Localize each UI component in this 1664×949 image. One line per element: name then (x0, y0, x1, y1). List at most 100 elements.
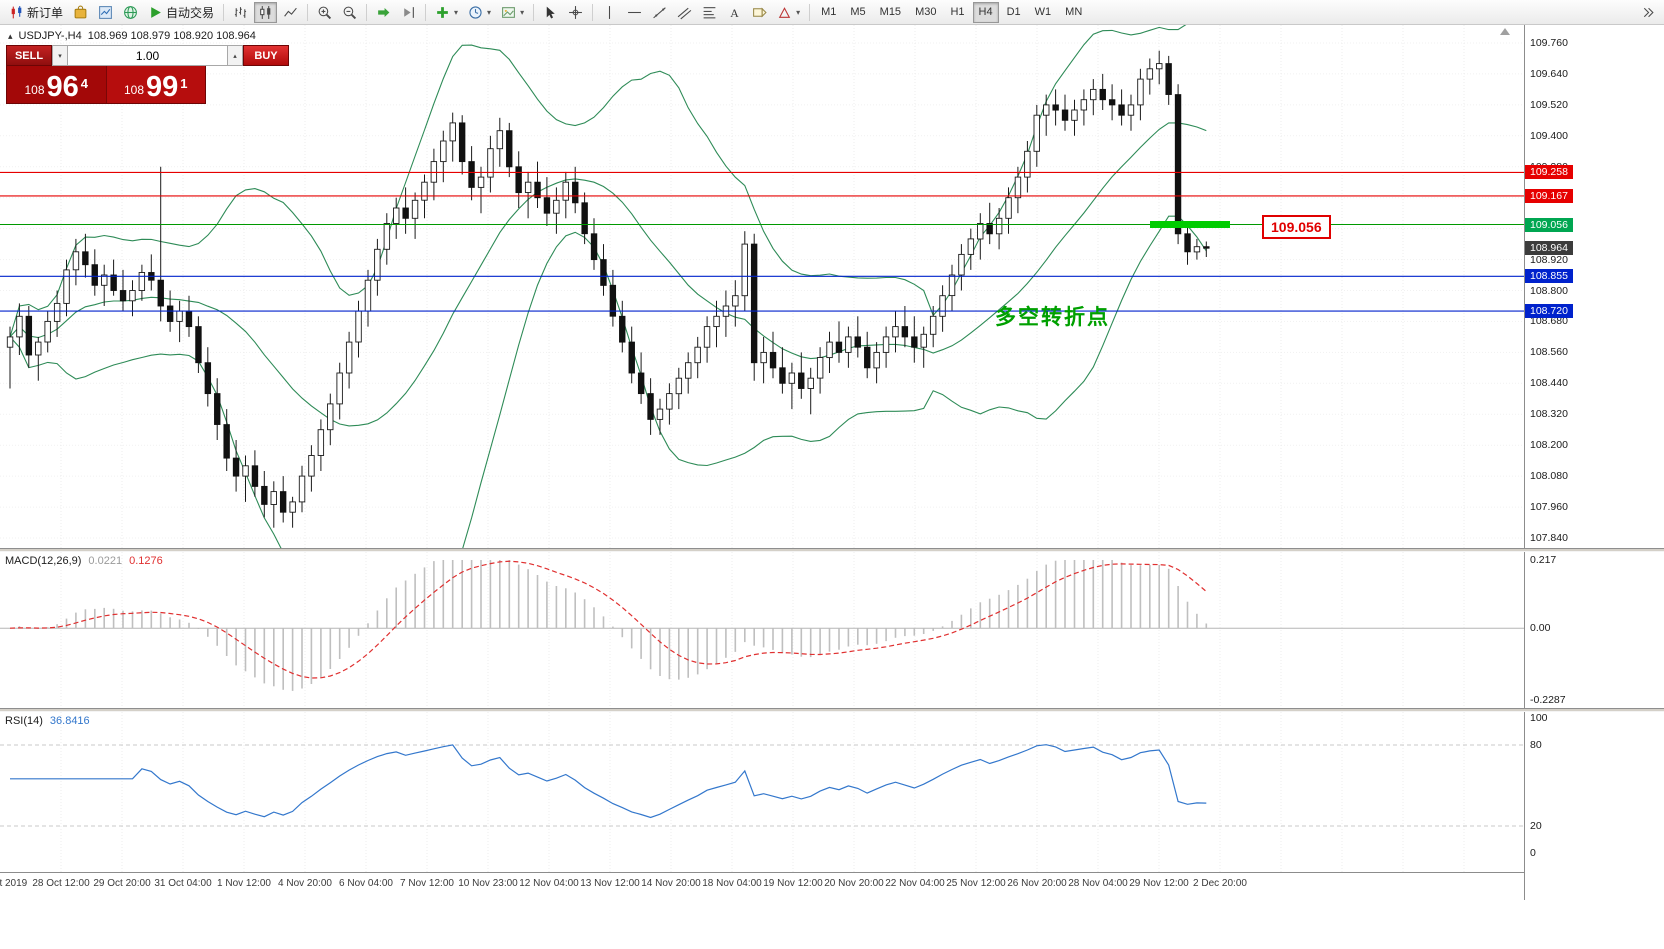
timeframe-mn-button[interactable]: MN (1059, 2, 1088, 23)
timeframe-m15-button-label: M15 (879, 6, 902, 18)
text-button[interactable]: A (723, 2, 746, 23)
timeframe-m1-button[interactable]: M1 (815, 2, 842, 23)
toolbar: 新订单 自动交易 ▾ ▾ ▾ A ▾ M1 M5 M15 M30 H1 H4 D1 W1 MN (0, 0, 1664, 25)
macd-indicator-label: MACD(12,26,9) 0.0221 0.1276 (5, 555, 163, 567)
macd-axis-label: 0.00 (1530, 622, 1551, 634)
toolbar-separator (366, 3, 368, 21)
vertical-line-button[interactable] (598, 2, 621, 23)
toolbar-separator (592, 3, 594, 21)
timeframe-h1-button-label: H1 (950, 6, 965, 18)
auto-scroll-icon (376, 5, 391, 20)
time-axis-label: 29 Oct 20:00 (93, 878, 151, 889)
price-axis-label: 108.680 (1530, 315, 1568, 327)
sell-price-big: 96 (46, 71, 79, 104)
macd-indicator-panel[interactable]: MACD(12,26,9) 0.0221 0.1276 (0, 552, 1524, 708)
price-axis-label: 108.920 (1530, 254, 1568, 266)
zoom-in-button[interactable] (313, 2, 336, 23)
dropdown-arrow-icon: ▾ (454, 7, 459, 17)
panel-splitter[interactable] (0, 708, 1664, 712)
fibonacci-button[interactable] (698, 2, 721, 23)
zoom-out-icon (342, 5, 357, 20)
timeframe-h1-button[interactable]: H1 (944, 2, 970, 23)
timeframe-w1-button[interactable]: W1 (1029, 2, 1058, 23)
time-axis-label: 31 Oct 04:00 (154, 878, 212, 889)
signals-button[interactable] (94, 2, 117, 23)
price-line-badge: 109.056 (1525, 218, 1573, 232)
volume-decrease-button[interactable]: ▾ (52, 45, 68, 66)
sell-price[interactable]: 108 96 4 (7, 66, 107, 103)
toolbar-separator (223, 3, 225, 21)
cursor-button[interactable] (539, 2, 562, 23)
auto-trading-button[interactable]: 自动交易 (144, 2, 218, 23)
sell-button[interactable]: SELL (6, 45, 52, 66)
macd-axis-label: 0.217 (1530, 554, 1557, 566)
price-axis-label: 108.440 (1530, 377, 1568, 389)
horizontal-line-button[interactable] (623, 2, 646, 23)
price-axis-label: 109.400 (1530, 130, 1568, 142)
buy-button[interactable]: BUY (243, 45, 289, 66)
templates-button[interactable]: ▾ (497, 2, 528, 23)
price-axis-label: 108.200 (1530, 439, 1568, 451)
timeframe-h4-button[interactable]: H4 (972, 1, 999, 23)
timeframe-m30-button-label: M30 (915, 6, 937, 18)
timeframe-d1-button[interactable]: D1 (1001, 2, 1027, 23)
chart-shift-icon (401, 5, 416, 20)
price-axis-label: 108.800 (1530, 285, 1568, 297)
timeframe-h4-button-label: H4 (978, 6, 993, 18)
price-axis-label: 109.760 (1530, 37, 1568, 49)
cursor-icon (543, 5, 558, 20)
chart-annotation-text: 多空转折点 (995, 306, 1110, 329)
buy-price[interactable]: 108 99 1 (106, 66, 205, 103)
time-axis-label: 19 Nov 12:00 (763, 878, 823, 889)
timeframe-m15-button[interactable]: M15 (874, 2, 907, 23)
candlestick-chart-button[interactable] (254, 1, 278, 23)
signals-icon (98, 5, 113, 20)
bar-chart-button[interactable] (229, 2, 252, 23)
new-order-button[interactable]: 新订单 (5, 2, 67, 23)
price-line-badge: 108.720 (1525, 304, 1573, 318)
one-click-panel-toggle[interactable]: ▴ (8, 30, 13, 41)
macd-name: MACD(12,26,9) (5, 555, 82, 567)
volume-input[interactable] (68, 45, 227, 66)
channel-button[interactable] (673, 2, 696, 23)
timeframe-m5-button[interactable]: M5 (844, 2, 871, 23)
toolbar-overflow-button[interactable] (1636, 2, 1659, 23)
new-order-button-label: 新订单 (27, 5, 64, 20)
community-button[interactable] (119, 2, 142, 23)
time-axis-label: 18 Nov 04:00 (702, 878, 762, 889)
zoom-out-button[interactable] (338, 2, 361, 23)
ohlc-values-label: 108.969 108.979 108.920 108.964 (87, 30, 256, 42)
time-axis-label: 20 Nov 20:00 (824, 878, 884, 889)
candlestick-chart (0, 25, 1524, 548)
time-axis-label: 22 Nov 04:00 (885, 878, 945, 889)
time-axis-label: 2 Dec 20:00 (1193, 878, 1247, 889)
periods-button[interactable]: ▾ (464, 2, 495, 23)
auto-trading-button-label: 自动交易 (166, 5, 215, 20)
sell-price-sup: 4 (80, 76, 89, 91)
chart-shift-button[interactable] (397, 2, 420, 23)
rsi-chart (0, 712, 1524, 872)
trendline-button[interactable] (648, 2, 671, 23)
indicators-button[interactable]: ▾ (431, 2, 462, 23)
price-line-badge: 109.167 (1525, 189, 1573, 203)
panel-splitter[interactable] (0, 548, 1664, 552)
label-button[interactable] (748, 2, 771, 23)
price-axis[interactable]: 109.760109.640109.520109.400109.280109.1… (1524, 25, 1664, 900)
line-chart-button[interactable] (279, 2, 302, 23)
main-chart-panel[interactable]: ▴ USDJPY-,H4 108.969 108.979 108.920 108… (0, 25, 1524, 548)
volume-increase-button[interactable]: ▴ (227, 45, 243, 66)
crosshair-button[interactable] (564, 2, 587, 23)
rsi-indicator-panel[interactable]: RSI(14) 36.8416 (0, 712, 1524, 872)
auto-scroll-button[interactable] (372, 2, 395, 23)
timeframe-m5-button-label: M5 (850, 6, 866, 18)
time-axis-label: 14 Nov 20:00 (641, 878, 701, 889)
bars-icon (233, 5, 248, 20)
timeframe-d1-button-label: D1 (1006, 6, 1021, 18)
timeframe-m30-button[interactable]: M30 (909, 2, 942, 23)
shapes-button[interactable]: ▾ (773, 2, 804, 23)
time-axis-label: 6 Nov 04:00 (339, 878, 393, 889)
indicator-add-icon (435, 5, 450, 20)
chart-shift-marker-icon[interactable] (1500, 28, 1510, 35)
market-button[interactable] (69, 2, 92, 23)
